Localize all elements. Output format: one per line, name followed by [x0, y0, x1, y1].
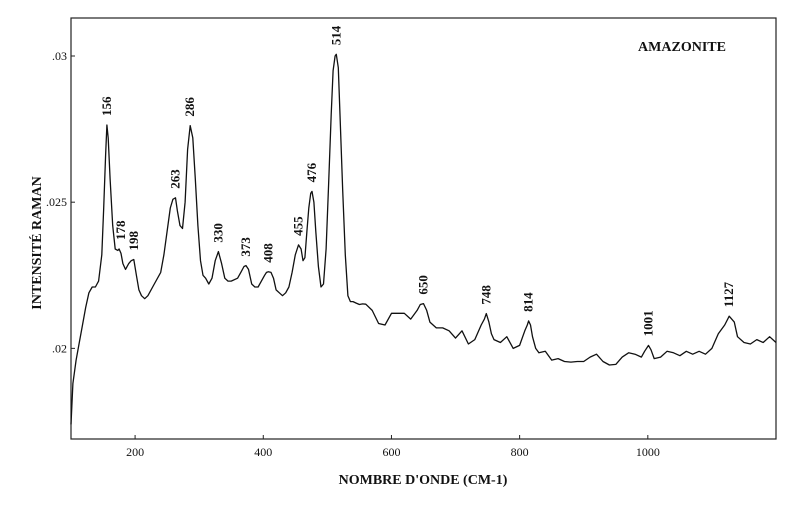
- x-axis-ticks: 200 400 600 800 1000: [126, 435, 660, 459]
- y-tick-label: .03: [52, 49, 67, 63]
- series-label: AMAZONITE: [638, 40, 726, 55]
- peak-label: 814: [521, 292, 536, 312]
- x-axis-title: NOMBRE D'ONDE (CM-1): [339, 473, 508, 488]
- x-tick-label: 600: [382, 445, 400, 459]
- peak-label: 748: [478, 285, 493, 305]
- peak-label: 408: [260, 243, 275, 263]
- peak-label: 373: [238, 237, 253, 257]
- peak-label: 286: [182, 97, 197, 117]
- x-tick-label: 200: [126, 445, 144, 459]
- x-tick-label: 1000: [636, 445, 660, 459]
- peak-label: 156: [99, 96, 114, 116]
- peak-label: 1001: [641, 310, 656, 336]
- peak-label: 476: [304, 162, 319, 182]
- spectrum-line: [70, 53, 777, 425]
- peak-label: 330: [210, 223, 225, 243]
- y-tick-label: .025: [46, 195, 67, 209]
- peak-label: 514: [328, 25, 343, 45]
- peak-label: 263: [168, 169, 183, 189]
- y-tick-label: .02: [52, 341, 67, 355]
- peak-label: 455: [291, 216, 306, 236]
- x-tick-label: 800: [511, 445, 529, 459]
- y-axis-ticks: .02 .025 .03: [46, 49, 75, 355]
- peak-label: 178: [113, 220, 128, 240]
- plot-frame: [70, 17, 777, 440]
- plot-border: [70, 17, 777, 440]
- peak-label: 1127: [721, 281, 736, 307]
- y-axis-title: INTENSITÉ RAMAN: [28, 176, 45, 309]
- peak-label: 650: [416, 275, 431, 295]
- peak-label: 198: [126, 231, 141, 251]
- series-layer: [70, 53, 777, 425]
- x-tick-label: 400: [254, 445, 272, 459]
